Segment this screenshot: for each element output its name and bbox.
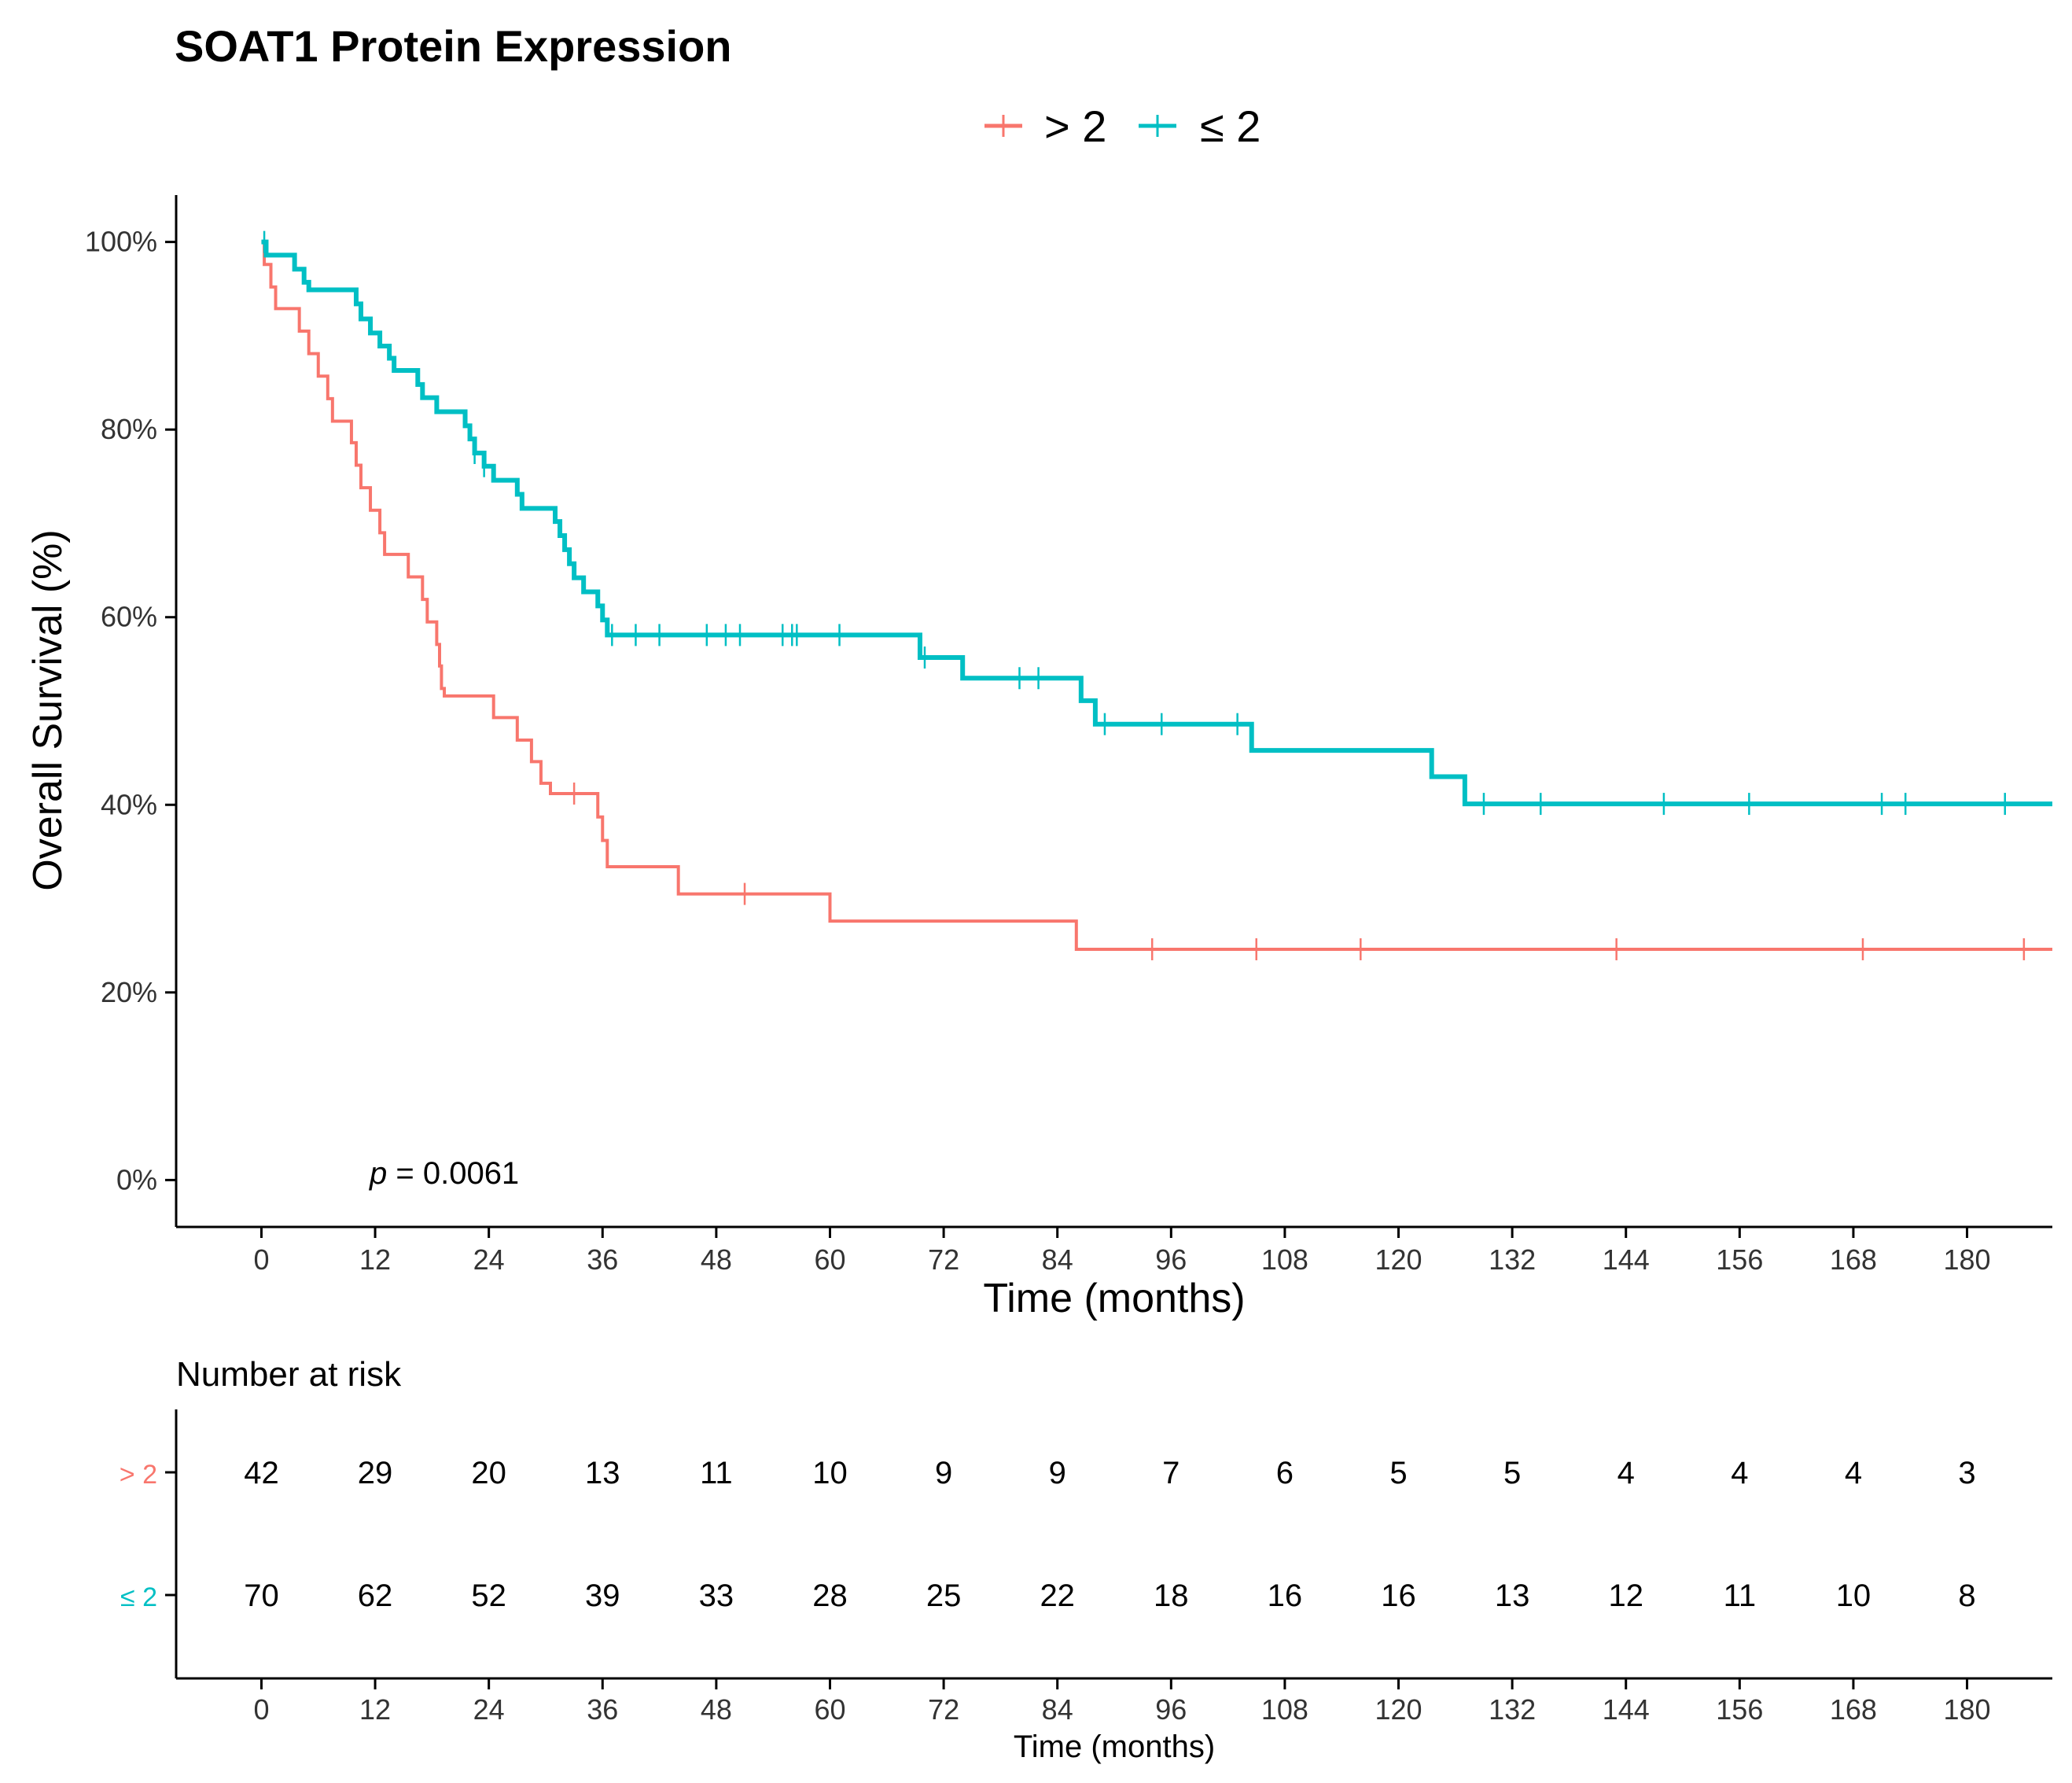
x-tick-label: 144 (1603, 1243, 1650, 1276)
x-axis-ticks: 0 12 24 36 48 60 72 84 96 108 120 132 144 156 168 180 (253, 1227, 1991, 1276)
p-value-symbol: p (369, 1156, 387, 1191)
y-tick-label: 40% (101, 788, 157, 820)
risk-count: 70 (244, 1579, 279, 1613)
p-value: p = 0.0061 (369, 1156, 519, 1191)
p-value-text: = 0.0061 (387, 1156, 519, 1191)
risk-x-tick-label: 96 (1155, 1693, 1187, 1726)
y-axis-ticks: 0% 20% 40% 60% 80% 100% (85, 226, 176, 1195)
y-axis-title: Overall Survival (%) (25, 529, 71, 890)
y-tick-label: 80% (101, 413, 157, 445)
x-tick-label: 48 (701, 1243, 732, 1276)
risk-row-label: ≤ 2 (120, 1582, 157, 1612)
risk-x-axis-title: Time (months) (1014, 1730, 1215, 1764)
risk-count: 29 (358, 1456, 393, 1490)
x-tick-label: 96 (1155, 1243, 1187, 1276)
x-tick-label: 84 (1042, 1243, 1073, 1276)
risk-count: 18 (1154, 1579, 1189, 1613)
risk-count: 4 (1845, 1456, 1862, 1490)
x-axis-title: Time (months) (983, 1276, 1245, 1321)
risk-count: 10 (812, 1456, 848, 1490)
risk-x-tick-label: 12 (359, 1693, 391, 1726)
risk-count: 25 (926, 1579, 962, 1613)
x-tick-label: 180 (1944, 1243, 1991, 1276)
risk-count: 33 (699, 1579, 734, 1613)
risk-count: 16 (1268, 1579, 1303, 1613)
risk-x-tick-label: 36 (587, 1693, 618, 1726)
risk-row-label: > 2 (120, 1460, 157, 1490)
risk-count: 9 (1049, 1456, 1066, 1490)
risk-count: 13 (1495, 1579, 1530, 1613)
x-tick-label: 156 (1716, 1243, 1763, 1276)
risk-x-tick-label: 108 (1261, 1693, 1308, 1726)
y-tick-label: 100% (85, 226, 157, 258)
risk-count: 52 (471, 1579, 506, 1613)
risk-count: 10 (1836, 1579, 1871, 1613)
y-tick-label: 20% (101, 976, 157, 1008)
risk-count: 5 (1389, 1456, 1407, 1490)
risk-count: 11 (700, 1456, 733, 1490)
risk-x-tick-label: 180 (1944, 1693, 1991, 1726)
x-tick-label: 12 (359, 1243, 391, 1276)
risk-table: Number at risk > 2 42 29 20 13 11 10 9 9 7 6 5 5 4 4 4 3… (120, 1355, 2052, 1764)
legend: > 2 ≤ 2 (984, 101, 1260, 151)
survival-curve-high (261, 240, 2052, 951)
risk-x-axis-ticks: 0 12 24 36 48 60 72 84 96 108 120 132 144 156 168 180 (253, 1678, 1991, 1726)
risk-x-tick-label: 84 (1042, 1693, 1073, 1726)
risk-x-tick-label: 132 (1489, 1693, 1536, 1726)
legend-label-low: ≤ 2 (1200, 101, 1260, 151)
risk-count: 3 (1958, 1456, 1975, 1490)
risk-count: 12 (1608, 1579, 1643, 1613)
risk-count: 42 (244, 1456, 279, 1490)
x-tick-label: 0 (253, 1243, 269, 1276)
x-tick-label: 132 (1489, 1243, 1536, 1276)
risk-x-tick-label: 48 (701, 1693, 732, 1726)
x-tick-label: 108 (1261, 1243, 1308, 1276)
risk-count: 4 (1617, 1456, 1635, 1490)
y-tick-label: 0% (116, 1163, 157, 1195)
risk-x-tick-label: 156 (1716, 1693, 1763, 1726)
x-tick-label: 24 (473, 1243, 505, 1276)
risk-count: 11 (1724, 1579, 1757, 1613)
risk-count: 22 (1040, 1579, 1075, 1613)
x-tick-label: 36 (587, 1243, 618, 1276)
legend-label-high: > 2 (1044, 101, 1106, 151)
risk-table-title: Number at risk (176, 1355, 402, 1394)
risk-count: 16 (1381, 1579, 1416, 1613)
risk-count: 4 (1731, 1456, 1748, 1490)
risk-x-tick-label: 120 (1375, 1693, 1422, 1726)
risk-count: 28 (812, 1579, 848, 1613)
risk-x-tick-label: 72 (928, 1693, 959, 1726)
risk-x-tick-label: 24 (473, 1693, 505, 1726)
risk-x-tick-label: 144 (1603, 1693, 1650, 1726)
risk-count: 13 (585, 1456, 620, 1490)
chart-title: SOAT1 Protein Expression (175, 21, 731, 71)
risk-count: 20 (471, 1456, 506, 1490)
risk-count: 9 (935, 1456, 952, 1490)
legend-item-low: ≤ 2 (1139, 101, 1260, 151)
legend-item-high: > 2 (984, 101, 1106, 151)
x-tick-label: 120 (1375, 1243, 1422, 1276)
x-tick-label: 72 (928, 1243, 959, 1276)
x-tick-label: 60 (814, 1243, 845, 1276)
risk-count: 7 (1162, 1456, 1180, 1490)
risk-x-tick-label: 168 (1830, 1693, 1877, 1726)
risk-count: 39 (585, 1579, 620, 1613)
survival-curve-low (261, 239, 2052, 807)
risk-x-tick-label: 0 (253, 1693, 269, 1726)
survival-curves (261, 230, 2052, 960)
risk-x-tick-label: 60 (814, 1693, 845, 1726)
risk-count: 8 (1958, 1579, 1975, 1613)
main-plot: 0% 20% 40% 60% 80% 100% 0 12 24 36 48 60 72 84 96 108 1… (25, 195, 2052, 1321)
y-tick-label: 60% (101, 601, 157, 633)
x-tick-label: 168 (1830, 1243, 1877, 1276)
risk-count: 6 (1276, 1456, 1294, 1490)
risk-count: 62 (358, 1579, 393, 1613)
risk-count: 5 (1503, 1456, 1521, 1490)
risk-rows: > 2 42 29 20 13 11 10 9 9 7 6 5 5 4 4 4 3 ≤ 2 70 62 52 39 33 28… (120, 1456, 1976, 1613)
